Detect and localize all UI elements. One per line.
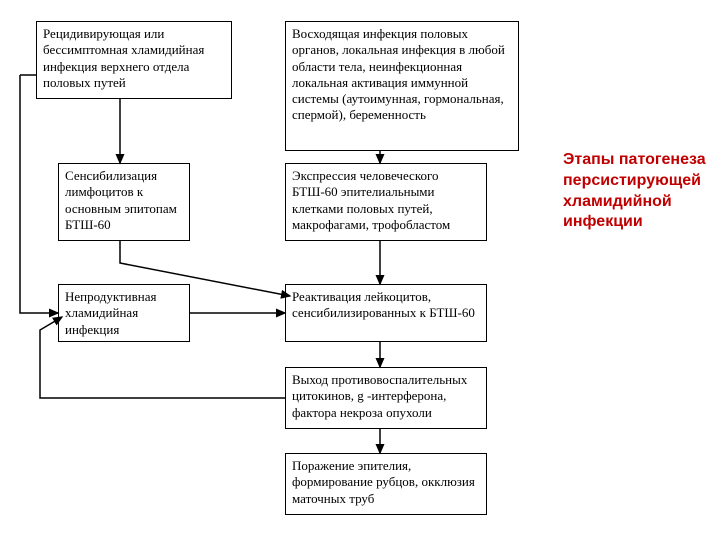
node-recurrent-infection: Рецидивирующая или бессимптомная хламиди… xyxy=(36,21,232,99)
edge-e_left_into_n5 xyxy=(20,75,58,313)
node-nonproductive-infection: Непродуктивная хламидийная инфекция xyxy=(58,284,190,342)
node-leukocyte-reactivation: Реактивация лейкоцитов, сенсибилизирован… xyxy=(285,284,487,342)
diagram-title: Этапы патогенеза персистирующей хламидий… xyxy=(563,150,713,233)
node-hsp60-expression: Экспрессия человеческого БТШ-60 эпителиа… xyxy=(285,163,487,241)
node-ascending-infection: Восходящая инфекция половых органов, лок… xyxy=(285,21,519,151)
node-epithelial-damage: Поражение эпителия, формирование рубцов,… xyxy=(285,453,487,515)
node-lymphocyte-sensitization: Сенсибилизация лимфоцитов к основным эпи… xyxy=(58,163,190,241)
node-cytokine-release: Выход противовоспалительных цитокинов, g… xyxy=(285,367,487,429)
